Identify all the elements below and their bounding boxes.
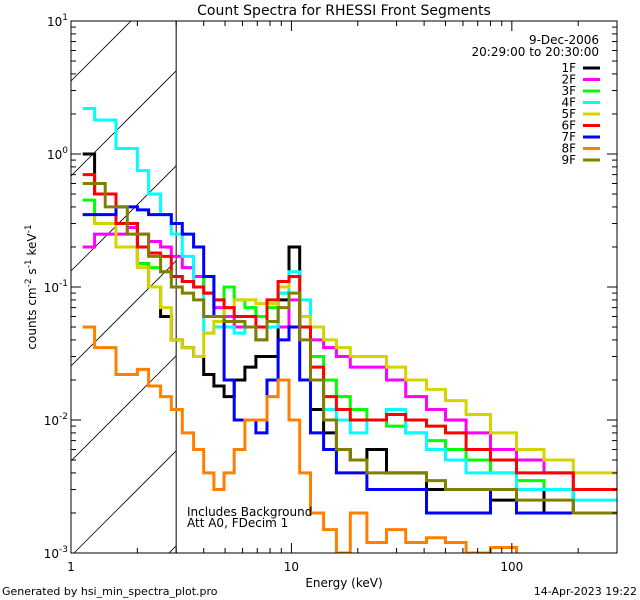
series-line-9F — [82, 182, 617, 515]
legend-label-6F: 6F — [561, 119, 576, 133]
legend-label-2F: 2F — [561, 73, 576, 87]
legend-label-5F: 5F — [561, 107, 576, 121]
legend-label-8F: 8F — [561, 142, 576, 156]
y-tick-label: 100 — [47, 146, 68, 162]
chart-title: Count Spectra for RHESSI Front Segments — [197, 3, 491, 19]
legend-label-4F: 4F — [561, 96, 576, 110]
y-tick-label: 10-1 — [44, 279, 68, 295]
y-tick-label: 10-3 — [44, 545, 68, 561]
series-line-3F — [82, 198, 617, 491]
x-axis-label: Energy (keV) — [305, 576, 382, 590]
footer-generated-by: Generated by hsi_min_spectra_plot.pro — [2, 585, 218, 598]
x-tick-label: 10 — [284, 560, 299, 574]
footer-timestamp: 14-Apr-2023 19:22 — [534, 585, 637, 598]
series-group — [82, 107, 617, 553]
legend-label-7F: 7F — [561, 130, 576, 144]
hatch-line — [71, 70, 177, 177]
series-line-4F — [82, 107, 617, 502]
x-tick-label: 1 — [67, 560, 75, 574]
series-line-6F — [82, 173, 617, 491]
annotation-background: Includes Background — [187, 505, 312, 519]
y-tick-label: 101 — [47, 13, 68, 29]
background-hatched-region — [71, 21, 177, 553]
y-axis-label: counts cm-2 s-1 keV-1 — [24, 224, 39, 349]
y-tick-label: 10-2 — [44, 412, 68, 428]
series-line-8F — [82, 325, 518, 553]
hatch-line — [71, 165, 177, 272]
legend-label-3F: 3F — [561, 84, 576, 98]
hatch-line — [168, 545, 177, 553]
annotation-attenuator: Att A0, FDecim 1 — [187, 516, 288, 530]
legend-header: 20:29:00 to 20:30:00 — [472, 45, 599, 59]
legend-label-9F: 9F — [561, 153, 576, 167]
hatch-line — [71, 21, 132, 82]
hatch-line — [71, 260, 177, 367]
legend-label-1F: 1F — [561, 61, 576, 75]
hatch-line — [73, 450, 177, 553]
legend-header: 9-Dec-2006 — [529, 33, 599, 47]
axis-ticks: 1 10 100 101 100 10-1 10-2 10-3 — [44, 13, 618, 574]
hatch-line — [71, 355, 177, 462]
x-tick-label: 100 — [500, 560, 523, 574]
